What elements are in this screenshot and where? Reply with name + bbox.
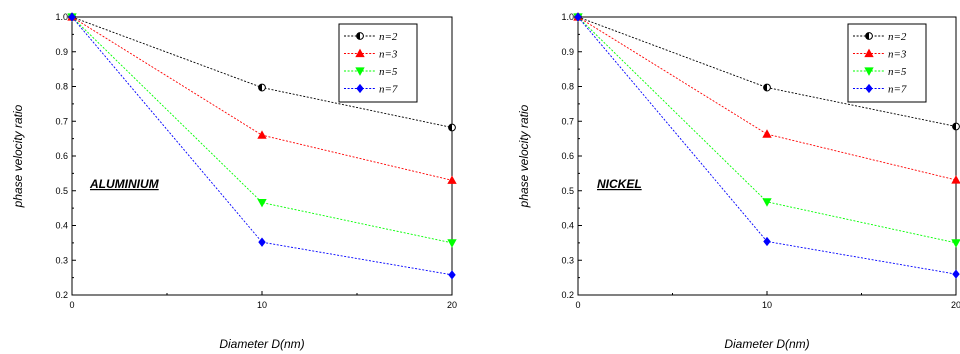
x-axis-label: Diameter D(nm) [219,337,304,351]
data-point-n=2-2-fill [448,124,452,131]
material-label: NICKEL [597,177,642,191]
data-point-n=3-1 [257,130,267,139]
x-tick-label: 0 [69,300,74,310]
legend-box [847,23,927,103]
legend: n=2 n=3 n=5 n=7 [338,23,418,103]
data-point-n=2-2-fill [952,123,956,130]
data-point-n=7-1 [763,236,771,247]
legend-entry: n=5 [888,66,907,78]
data-point-n=3-1 [762,129,772,138]
x-tick-label: 0 [575,300,580,310]
data-point-n=2-1-fill [763,84,767,91]
y-tick-label: 0.9 [561,47,574,57]
y-tick-label: 0.6 [55,151,68,161]
y-tick-label: 0.6 [561,151,574,161]
chart-panel-1: 0.2 0.3 0.4 0.5 0.6 0.7 0.8 0.9 1.0 0 10 20 Diameter… [11,12,457,351]
y-tick-label: 0.4 [55,221,68,231]
legend-entry: n=7 [379,84,398,96]
x-axis-label: Diameter D(nm) [724,337,809,351]
legend-marker-n=5 [864,67,874,76]
y-tick-label: 0.7 [561,116,574,126]
y-tick-label: 0.5 [561,186,574,196]
y-tick-label: 0.2 [561,290,574,300]
legend-marker-n=7 [356,83,364,94]
chart-panel-2: 0.2 0.3 0.4 0.5 0.6 0.7 0.8 0.9 1.0 0 10 20 Diameter… [517,12,960,351]
data-point-n=7-1 [258,237,266,247]
y-tick-label: 0.8 [55,82,68,92]
legend-marker-n=2-fill [356,32,360,40]
legend-marker-n=5 [355,67,365,76]
data-point-n=7-2 [952,269,960,279]
legend-entry: n=3 [888,49,907,61]
data-point-n=3-2 [951,175,960,184]
legend-marker-n=2-fill [865,32,869,40]
data-point-n=7-2 [448,270,456,280]
y-tick-label: 0.3 [561,255,574,265]
material-label: ALUMINIUM [89,177,160,191]
y-tick-label: 0.4 [561,221,574,231]
x-tick-label: 10 [257,300,267,310]
y-axis-label: phase velocity ratio [11,104,25,208]
data-point-n=5-2 [447,239,457,248]
legend-entry: n=2 [888,31,907,43]
legend-box [338,23,418,103]
x-tick-label: 10 [762,300,772,310]
legend: n=2 n=3 n=5 n=7 [847,23,927,103]
legend-marker-n=3 [355,48,365,58]
legend-entry: n=2 [379,31,398,43]
legend-entry: n=7 [888,84,907,96]
y-tick-label: 1.0 [55,12,68,22]
series-line-n=7 [71,16,453,276]
legend-entry: n=3 [379,49,398,61]
data-point-n=3-2 [447,175,457,184]
y-tick-label: 0.2 [55,290,68,300]
y-tick-label: 0.5 [55,186,68,196]
x-tick-label: 20 [951,300,960,310]
y-tick-label: 0.7 [55,116,68,126]
data-point-n=5-1 [257,198,267,208]
data-point-n=7-0 [574,12,582,22]
y-axis-label: phase velocity ratio [517,104,531,208]
y-tick-label: 0.8 [561,82,574,92]
y-tick-label: 0.9 [55,47,68,57]
legend-marker-n=3 [864,48,874,58]
y-tick-label: 1.0 [561,12,574,22]
data-point-n=5-1 [762,198,772,207]
data-point-n=7-0 [68,12,76,22]
data-point-n=2-1-fill [258,84,262,91]
legend-entry: n=5 [379,66,398,78]
legend-marker-n=7 [865,83,873,94]
x-tick-label: 20 [447,300,457,310]
y-tick-label: 0.3 [55,255,68,265]
data-point-n=5-2 [951,239,960,248]
